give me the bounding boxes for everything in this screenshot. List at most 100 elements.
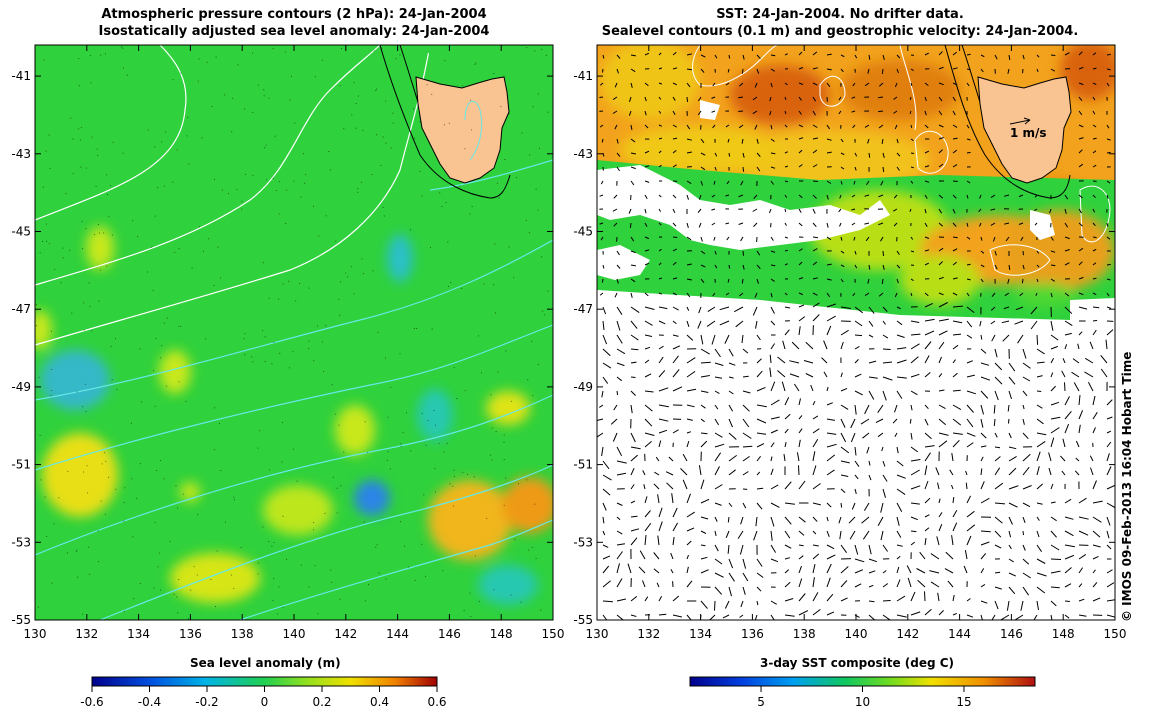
velocity-vector: [994, 482, 1004, 490]
velocity-vector: [1036, 375, 1043, 378]
velocity-vector: [854, 583, 862, 588]
velocity-vector: [896, 502, 903, 512]
velocity-vector: [658, 613, 667, 616]
velocity-vector: [630, 537, 638, 546]
velocity-vector: [938, 261, 943, 266]
velocity-vector: [711, 334, 716, 345]
velocity-vector: [700, 530, 707, 534]
stipple-dot: [185, 400, 187, 402]
velocity-vector: [672, 292, 678, 296]
velocity-vector: [1062, 438, 1066, 448]
velocity-vector: [1007, 404, 1010, 412]
velocity-vector: [738, 96, 744, 99]
velocity-vector: [1034, 194, 1038, 198]
velocity-vector: [1036, 418, 1044, 425]
stipple-dot: [233, 499, 235, 501]
velocity-vector: [1092, 236, 1097, 239]
velocity-vector: [1078, 598, 1085, 602]
stipple-dot: [80, 127, 82, 129]
y-tick-label: -53: [11, 535, 31, 549]
copyright-credit: © IMOS 09-Feb-2013 16:04 Hobart Time: [1120, 351, 1134, 622]
stipple-dot: [124, 487, 126, 489]
velocity-vector: [616, 472, 627, 476]
velocity-vector: [737, 530, 744, 539]
velocity-vector: [728, 264, 731, 269]
velocity-vector: [769, 110, 772, 116]
velocity-vector: [784, 557, 791, 560]
velocity-vector: [924, 124, 929, 129]
stipple-dot: [495, 431, 497, 432]
stipple-dot: [237, 64, 239, 66]
velocity-vector: [602, 600, 613, 603]
velocity-vector: [851, 208, 856, 211]
stipple-dot: [421, 412, 423, 414]
stipple-dot: [206, 61, 208, 63]
velocity-vector: [1022, 485, 1032, 490]
velocity-vector: [630, 376, 636, 378]
velocity-vector: [1064, 583, 1072, 588]
velocity-vector: [952, 137, 958, 140]
stipple-dot: [241, 201, 243, 203]
velocity-vector: [826, 194, 829, 200]
velocity-vector: [682, 453, 688, 462]
velocity-vector: [938, 276, 944, 280]
sla-stipple: [36, 46, 549, 620]
velocity-vector: [826, 180, 832, 184]
stipple-dot: [385, 100, 387, 102]
velocity-vector: [882, 334, 889, 339]
velocity-vector: [994, 571, 1001, 574]
velocity-vector: [671, 493, 674, 504]
velocity-vector: [990, 194, 996, 199]
velocity-vector: [1022, 68, 1024, 74]
stipple-dot: [215, 606, 216, 607]
velocity-vector: [719, 306, 730, 311]
stipple-dot: [339, 85, 341, 87]
velocity-vector: [992, 236, 996, 242]
velocity-vector: [616, 502, 623, 506]
velocity-vector: [1106, 582, 1115, 588]
velocity-vector: [980, 236, 983, 241]
stipple-dot: [101, 463, 103, 465]
velocity-vector: [1036, 572, 1047, 577]
velocity-vector: [602, 474, 612, 481]
velocity-vector: [1036, 348, 1045, 355]
stipple-dot: [154, 215, 156, 217]
stipple-dot: [72, 173, 74, 175]
stipple-dot: [71, 312, 73, 314]
stipple-dot: [163, 185, 165, 187]
velocity-vector: [1106, 530, 1110, 539]
velocity-vector: [994, 516, 1003, 524]
velocity-vector: [938, 498, 941, 504]
stipple-dot: [236, 189, 238, 191]
stipple-dot: [376, 134, 377, 136]
velocity-vector: [1092, 412, 1098, 420]
velocity-vector: [840, 68, 844, 73]
velocity-vector: [1106, 516, 1111, 526]
velocity-vector: [644, 82, 649, 87]
velocity-vector: [862, 432, 870, 439]
velocity-vector: [770, 320, 776, 326]
stipple-dot: [241, 208, 243, 210]
velocity-vector: [1050, 68, 1055, 72]
velocity-vector: [1092, 52, 1097, 56]
velocity-vector: [686, 370, 696, 378]
velocity-vector: [910, 166, 915, 169]
velocity-vector: [1078, 331, 1083, 336]
stipple-dot: [83, 329, 85, 331]
velocity-vector: [1018, 194, 1024, 198]
velocity-vector: [796, 452, 800, 462]
velocity-vector: [602, 334, 608, 345]
velocity-vector: [1078, 306, 1088, 310]
stipple-dot: [469, 99, 471, 101]
stipple-dot: [221, 189, 223, 191]
velocity-vector: [1050, 334, 1059, 341]
velocity-vector: [980, 456, 984, 462]
velocity-vector: [754, 82, 758, 88]
velocity-vector: [952, 248, 958, 252]
velocity-vector: [1050, 385, 1056, 392]
velocity-vector: [1036, 264, 1040, 268]
velocity-vector: [658, 222, 662, 226]
velocity-vector: [713, 180, 716, 185]
stipple-dot: [385, 142, 387, 144]
stipple-dot: [329, 169, 331, 171]
